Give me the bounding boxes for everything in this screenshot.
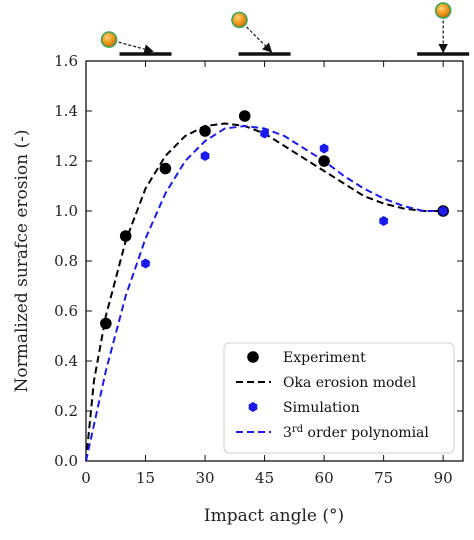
simulation-point [141,258,150,269]
impact-icon-90 [417,2,470,56]
simulation-point [200,151,210,161]
legend: Experiment Oka erosion model Simulation 3rd… [223,342,455,454]
axis-ticks: 0 15 30 45 60 75 90 0.0 0.2 0.4 0.6 0.8 1.0 1.2 1.4 1.6 [54,52,463,487]
y-tick-label: 1.6 [54,52,78,70]
y-tick-label: 0.8 [54,252,78,270]
x-tick-label: 30 [196,469,215,487]
y-tick-label: 0.2 [54,402,78,420]
y-tick-label: 0.6 [54,302,78,320]
experiment-point [238,110,251,122]
simulation-point [438,206,448,216]
trajectory-arrow [113,40,154,54]
legend-box [223,342,455,454]
x-tick-label: 60 [315,469,334,487]
x-tick-label: 90 [434,469,453,487]
experiment-point [100,317,112,330]
y-tick-label: 0.4 [54,352,78,370]
x-axis-title: Impact angle (°) [204,506,344,526]
legend-label: Oka erosion model [283,375,417,391]
x-tick-label: 0 [81,469,91,487]
y-axis-title: Normalized surafce erosion (-) [12,129,32,392]
experiment-point [119,230,132,242]
simulation-point [379,216,388,226]
impact-icon-45 [231,11,291,56]
impact-icon-15 [100,31,172,56]
experiment-point [318,155,330,167]
x-tick-label: 45 [255,469,274,487]
particle-icon [231,11,248,29]
trajectory-arrow [242,22,273,53]
particle-icon [100,31,118,48]
experiment-point [159,162,172,175]
simulation-point [319,143,329,154]
legend-label: Experiment [283,350,366,366]
y-tick-label: 0.0 [54,452,78,470]
legend-swatch-hexagon [248,402,258,412]
y-tick-label: 1.4 [54,102,78,120]
x-tick-label: 15 [136,469,155,487]
y-tick-label: 1.2 [54,152,78,170]
legend-swatch-circle [247,351,259,363]
series-points [100,110,449,330]
experiment-point [199,125,211,137]
y-tick-label: 1.0 [54,202,78,220]
particle-icon [434,2,452,19]
legend-label: Simulation [283,400,360,416]
simulation-point [260,128,269,139]
x-tick-label: 75 [374,469,393,487]
impact-illustrations [100,2,470,56]
legend-label: 3rd order polynomial [283,424,429,441]
